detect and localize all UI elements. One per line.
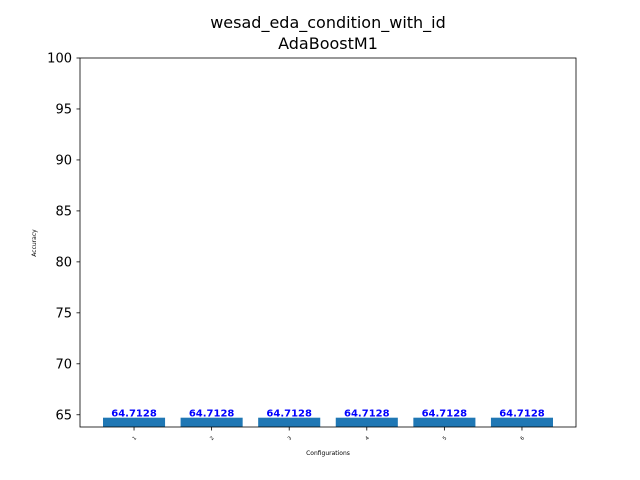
data-label: 64.7128 <box>189 409 235 420</box>
bar <box>180 417 243 427</box>
bar <box>413 417 476 427</box>
y-tick-label: 75 <box>55 306 72 321</box>
y-tick-label: 100 <box>47 52 72 67</box>
bar <box>490 417 553 427</box>
y-tick-label: 85 <box>55 204 72 219</box>
y-tick-label: 95 <box>55 102 72 117</box>
y-axis-label: Accuracy <box>31 229 38 257</box>
y-tick-label: 70 <box>55 357 72 372</box>
y-tick-label: 90 <box>55 153 72 168</box>
plot-area: 64.7128 1 64.7128 2 64.7128 3 64.7128 4 64.7128 5… <box>47 52 577 442</box>
data-label: 64.7128 <box>344 409 390 420</box>
data-label: 64.7128 <box>111 409 157 420</box>
axes-frame <box>79 57 577 428</box>
data-label: 64.7128 <box>422 409 468 420</box>
bar <box>103 417 166 427</box>
chart-title: wesad_eda_condition_with_id <box>210 13 446 33</box>
x-tick-label: 6 <box>519 435 525 441</box>
data-label: 64.7128 <box>266 409 312 420</box>
data-label: 64.7128 <box>499 409 545 420</box>
x-tick-label: 4 <box>364 435 370 441</box>
y-tick-label: 65 <box>55 408 72 423</box>
chart-subtitle: AdaBoostM1 <box>278 34 378 53</box>
x-axis-label: Configurations <box>306 450 350 457</box>
y-tick-label: 80 <box>55 255 72 270</box>
x-tick-label: 5 <box>442 435 448 441</box>
bar <box>258 417 321 427</box>
bar <box>335 417 398 427</box>
x-tick-label: 1 <box>131 435 137 441</box>
x-tick-label: 3 <box>287 435 293 441</box>
x-tick-label: 2 <box>209 435 215 441</box>
